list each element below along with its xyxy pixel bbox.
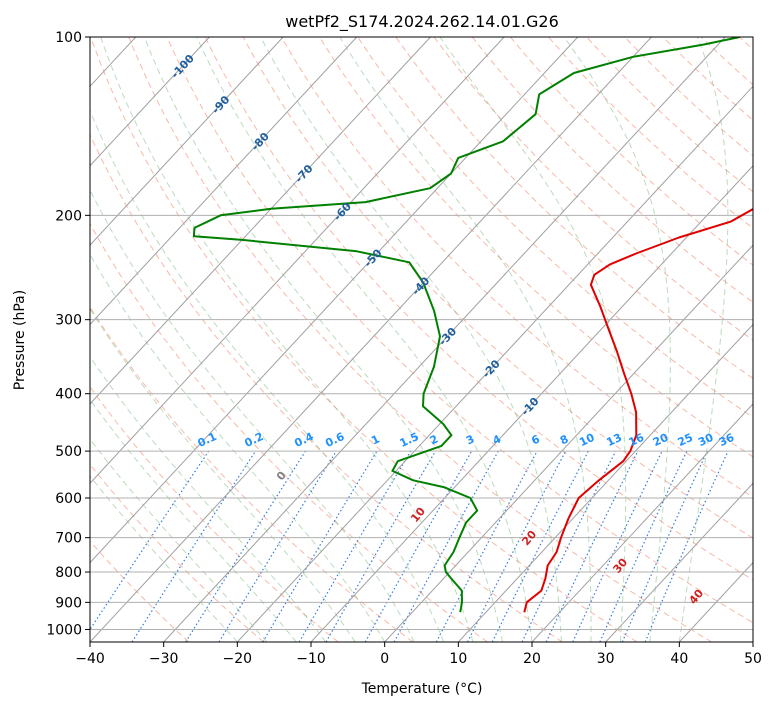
mixing-ratio-label: 10 xyxy=(577,431,597,449)
x-tick-label: 10 xyxy=(449,651,467,667)
dry-adiabat-line xyxy=(90,133,563,642)
isotherm-line xyxy=(236,85,753,642)
mixing-ratio-line xyxy=(491,450,589,642)
dry-adiabat-line xyxy=(319,37,753,458)
moist-adiabat-line xyxy=(100,37,474,642)
moist-adiabat-line xyxy=(90,307,356,642)
x-tick-label: 50 xyxy=(744,651,762,667)
x-tick-label: 20 xyxy=(523,651,541,667)
isotherm-line xyxy=(310,164,753,642)
isotherm-line xyxy=(90,37,579,564)
mixing-ratio-label: 16 xyxy=(627,431,647,449)
x-tick-label: −30 xyxy=(149,651,179,667)
y-tick-label: 500 xyxy=(55,444,82,460)
isotherm-line xyxy=(90,37,210,167)
moist-adiabat-line xyxy=(260,37,562,642)
isotherm-line xyxy=(90,37,505,484)
pressure-gridlines xyxy=(90,37,753,630)
isotherm-line xyxy=(90,37,431,405)
dry-adiabat-line xyxy=(90,463,264,642)
y-axis-ticks: 100 200 300 400 500 600 700 800 900 1000 xyxy=(46,30,90,638)
mixing-ratio-label: 30 xyxy=(696,431,716,449)
x-axis-label: Temperature (°C) xyxy=(361,681,483,697)
moist-adiabat-line xyxy=(90,355,327,642)
y-tick-label: 200 xyxy=(55,208,82,224)
mixing-ratio-line xyxy=(521,450,617,642)
mixing-ratio-line xyxy=(599,450,688,642)
mixing-ratio-line xyxy=(393,450,499,642)
x-tick-label: 40 xyxy=(670,651,688,667)
isotherm-line xyxy=(384,244,753,642)
y-tick-label: 600 xyxy=(55,491,82,507)
moist-adiabat-line xyxy=(90,109,445,642)
moist-adiabat-line xyxy=(339,37,592,642)
x-tick-label: 30 xyxy=(597,651,615,667)
dry-adiabat-line xyxy=(90,540,190,642)
y-axis-label: Pressure (hPa) xyxy=(12,290,28,390)
moist-adiabat-line xyxy=(196,37,533,642)
isotherm-line xyxy=(90,37,284,246)
isotherm-line xyxy=(163,37,726,642)
moist-adiabat-line xyxy=(563,37,671,642)
mixing-ratio-line xyxy=(90,450,210,631)
dry-adiabats xyxy=(90,37,753,642)
moist-adiabat-line xyxy=(678,37,729,642)
dry-adiabat-line xyxy=(90,37,638,642)
mixing-ratio-label: 13 xyxy=(605,431,624,449)
mixing-ratio-label: 25 xyxy=(676,431,695,449)
plot-frame xyxy=(89,36,754,643)
mixing-ratio-line xyxy=(435,450,538,642)
y-tick-label: 300 xyxy=(55,313,82,329)
moist-adiabats xyxy=(90,37,729,642)
mixing-ratio-line xyxy=(621,450,708,642)
moist-adiabat-line xyxy=(143,37,503,642)
y-tick-label: 900 xyxy=(55,595,82,611)
isotherm-line xyxy=(90,37,358,326)
x-axis-ticks: −40 −30 −20 −10 0 10 20 30 40 50 xyxy=(75,642,762,667)
mixing-ratio-line xyxy=(364,450,473,642)
moist-adiabat-line xyxy=(439,37,627,642)
y-tick-label: 800 xyxy=(55,565,82,581)
isotherm-line xyxy=(90,37,652,642)
isotherm-line xyxy=(531,403,753,642)
chart-title: wetPf2_S174.2024.262.14.01.G26 xyxy=(285,12,559,32)
isotherm-line xyxy=(605,482,753,642)
moist-adiabat-line xyxy=(90,253,386,642)
mixing-ratio-line xyxy=(131,450,257,642)
mixing-ratio-label: 36 xyxy=(717,431,737,449)
x-tick-label: 0 xyxy=(380,651,389,667)
dry-adiabat-line xyxy=(242,37,753,539)
dewpoint-line xyxy=(192,37,741,613)
x-tick-label: −40 xyxy=(75,651,105,667)
dry-adiabat-line xyxy=(128,37,712,642)
dry-adiabat-line xyxy=(166,37,753,624)
dry-adiabat-line xyxy=(204,37,753,581)
y-tick-label: 700 xyxy=(55,531,82,547)
y-tick-label: 1000 xyxy=(46,622,82,638)
temperature-line xyxy=(523,207,753,613)
moist-adiabat-line xyxy=(90,398,297,642)
x-tick-label: −10 xyxy=(296,651,326,667)
isotherm-line xyxy=(457,323,753,642)
y-tick-label: 100 xyxy=(55,30,82,46)
isotherms xyxy=(90,37,753,642)
y-tick-label: 400 xyxy=(55,387,82,403)
mixing-ratio-line xyxy=(218,450,337,642)
mixing-ratio-label: 20 xyxy=(651,431,671,449)
dry-adiabat-line xyxy=(357,37,753,418)
x-tick-label: −20 xyxy=(223,651,253,667)
dry-adiabat-line xyxy=(90,222,488,642)
dry-adiabat-line xyxy=(280,37,753,498)
moist-adiabat-line xyxy=(90,188,415,642)
profile-series xyxy=(192,37,753,613)
